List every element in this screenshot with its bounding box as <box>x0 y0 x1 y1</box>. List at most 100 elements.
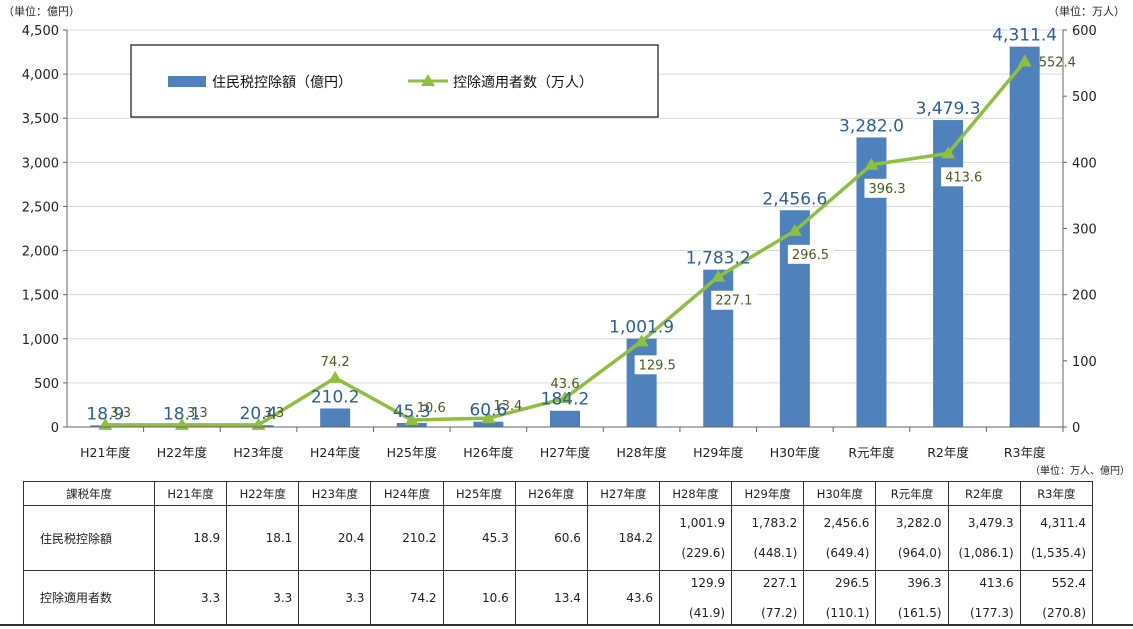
category-label: H27年度 <box>540 445 591 460</box>
table-cell-subvalue: (1,086.1) <box>958 546 1014 560</box>
table-cell-subvalue: (77.2) <box>761 605 798 620</box>
line-value-label: 3.3 <box>187 406 208 421</box>
right-tick-label: 100 <box>1072 355 1097 370</box>
bar-value-label: 184.2 <box>541 390 590 410</box>
table-cell: 2,456.6 (649.4) <box>803 505 877 571</box>
table-cell-value: 184.2 <box>618 531 653 545</box>
line-value-label: 296.5 <box>792 248 829 263</box>
bar-value-label: 3,282.0 <box>839 116 904 136</box>
gridlines <box>67 29 1063 384</box>
line-marker <box>558 391 572 404</box>
table-cell-value: 18.9 <box>193 531 221 545</box>
table-header-cell: H21年度 <box>153 481 228 506</box>
table-unit: （単位：万人、億円） <box>1030 466 1130 477</box>
table-cell-value: 3,282.0 <box>895 516 942 530</box>
table-header-cell: H26年度 <box>514 481 588 506</box>
right-tick-label: 400 <box>1072 156 1097 171</box>
table-cell-subvalue: (448.1) <box>753 546 798 560</box>
line-label-bg <box>864 178 911 198</box>
table-cell-value: 60.6 <box>554 531 581 545</box>
table-header-cell: R2年度 <box>947 481 1021 506</box>
table-cell-value: 396.3 <box>907 575 942 590</box>
table-header-cell: R3年度 <box>1019 481 1094 506</box>
table-cell: 13.4 <box>514 570 588 625</box>
left-tick-label: 3,000 <box>22 156 59 171</box>
bottom-rule <box>0 624 1133 626</box>
bar-value-label: 20.4 <box>240 404 278 424</box>
table-header-cell: H27年度 <box>586 481 660 506</box>
legend-box <box>130 44 659 118</box>
axes: 0 500 1,000 1,500 2,000 2,500 3,000 3,500 4,000 4… <box>22 24 1097 460</box>
category-label: R3年度 <box>1004 445 1046 460</box>
table-cell-value: 3.3 <box>201 590 221 605</box>
table-cell: 1,783.2 (448.1) <box>731 505 805 571</box>
table-cell: 45.3 <box>442 505 516 571</box>
line-marker <box>711 269 726 282</box>
table-cell: 18.9 <box>153 505 228 571</box>
bar-value-label: 45.3 <box>393 402 431 422</box>
table-cell: 210.2 <box>370 505 444 571</box>
category-label: H29年度 <box>693 445 744 460</box>
table-cell-value: 552.4 <box>1051 575 1086 590</box>
bar-value-label: 18.1 <box>163 404 201 424</box>
line-value-label: 396.3 <box>868 182 905 197</box>
table-cell-value: 74.2 <box>409 590 437 605</box>
category-label: H28年度 <box>616 445 667 460</box>
table-cell-subvalue: (110.1) <box>825 605 870 620</box>
category-label: H23年度 <box>233 445 284 460</box>
table-header-cell: H24年度 <box>370 481 444 506</box>
category-label: H24年度 <box>310 445 361 460</box>
left-tick-label: 1,000 <box>22 333 59 348</box>
legend-line-label: 控除適用者数（万人） <box>453 74 593 91</box>
table-cell: 74.2 <box>370 570 444 625</box>
line-label-bg <box>711 290 758 310</box>
table-cell-value: 3,479.3 <box>967 516 1014 530</box>
right-tick-label: 200 <box>1072 289 1097 304</box>
table-cell-subvalue: (161.5) <box>897 605 942 620</box>
bar-value-label: 1,001.9 <box>609 318 674 338</box>
bar <box>550 410 580 427</box>
table-cell: 129.9 (41.9) <box>658 570 733 625</box>
table-cell-value: 296.5 <box>835 575 870 590</box>
table-cell-value: 2,456.6 <box>823 516 870 530</box>
right-tick-label: 0 <box>1072 421 1080 436</box>
legend-bar-swatch <box>168 76 206 87</box>
line-value-label: 10.6 <box>417 401 446 416</box>
table-row-label: 控除適用者数 <box>23 570 155 625</box>
left-tick-label: 4,500 <box>22 24 59 39</box>
data-table: 課税年度 H21年度 H22年度 H23年度 H24年度 H25年度 H26年度 H27年度… <box>23 481 1094 625</box>
bar-value-label: 2,456.6 <box>762 189 827 209</box>
table-cell-value: 1,001.9 <box>679 516 726 530</box>
table-cell: 3,282.0 (964.0) <box>875 505 949 571</box>
table-cell: 3,479.3 (1,086.1) <box>947 505 1021 571</box>
line-marker <box>404 412 419 425</box>
table-cell-value: 1,783.2 <box>751 516 798 530</box>
bar <box>933 120 964 427</box>
table-cell-subvalue: (41.9) <box>689 605 726 620</box>
table-cell-subvalue: (1,535.4) <box>1030 546 1086 560</box>
table-cell-value: 43.6 <box>626 590 653 605</box>
bar <box>320 408 351 427</box>
bar <box>626 338 657 427</box>
line-value-label: 3.3 <box>110 406 131 421</box>
table-header-first: 課税年度 <box>23 481 155 506</box>
line-value-label: 3.3 <box>264 406 285 421</box>
table-cell-value: 13.4 <box>554 590 581 605</box>
legend-triangle-marker <box>421 74 435 86</box>
table-cell: 18.1 <box>226 505 300 571</box>
table-cell: 3.3 <box>226 570 300 625</box>
table-header-row: 課税年度 H21年度 H22年度 H23年度 H24年度 H25年度 H26年度 H27年度… <box>23 481 1094 506</box>
line-marker <box>864 157 879 170</box>
table-row: 控除適用者数 3.3 3.3 3.3 74.2 10.6 13.4 43.6 129.9 (41.… <box>23 570 1094 625</box>
legend-bar-label: 住民税控除額（億円） <box>212 75 352 91</box>
bar <box>779 210 810 427</box>
bar-value-label: 3,479.3 <box>916 99 981 119</box>
table-cell-value: 413.6 <box>979 575 1014 590</box>
data-labels: 18.9 18.1 20.4 210.2 45.3 60.6 184.2 1,001.9 1,7… <box>86 26 1076 425</box>
combo-chart: 0 500 1,000 1,500 2,000 2,500 3,000 3,500 4,000 4… <box>3 4 1125 460</box>
table-cell-value: 129.9 <box>690 575 726 590</box>
left-tick-label: 1,500 <box>22 289 59 304</box>
right-tick-label: 600 <box>1072 24 1097 39</box>
left-tick-label: 2,500 <box>22 200 59 215</box>
line-value-label: 413.6 <box>945 170 982 185</box>
